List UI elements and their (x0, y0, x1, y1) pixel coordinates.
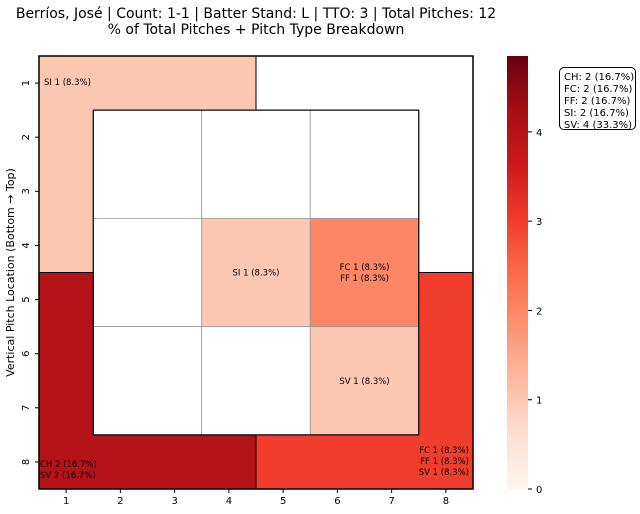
strike-zone-cell (201, 217, 311, 328)
cell-label: FF 1 (8.3%) (340, 274, 389, 284)
zone-label: FC 1 (8.3%) (419, 446, 469, 456)
strike-zone-cell (201, 109, 311, 219)
colorbar-tick-label: 4 (536, 128, 542, 139)
strike-zone-cell (92, 109, 203, 219)
x-tick-label: 3 (171, 496, 177, 507)
zone-label: FF 1 (8.3%) (420, 457, 469, 467)
colorbar-tick-label: 3 (536, 217, 542, 228)
y-axis-label: Vertical Pitch Location (Bottom → Top) (4, 168, 17, 377)
chart-title-line-2: % of Total Pitches + Pitch Type Breakdow… (107, 22, 405, 38)
colorbar: 0 1 2 3 4 (507, 56, 542, 496)
zone-label: SI 1 (8.3%) (44, 78, 91, 88)
strike-zone-cell (92, 326, 203, 436)
x-tick-label: 4 (226, 496, 232, 507)
plot-frame (38, 55, 474, 490)
y-tick-label: 3 (21, 188, 32, 194)
x-tick-label: 1 (63, 496, 69, 507)
x-tick-label: 6 (334, 496, 340, 507)
zone-label: SV 2 (16.7%) (40, 471, 96, 481)
zone-label: CH 2 (16.7%) (40, 460, 97, 470)
x-tick-label: 7 (388, 496, 394, 507)
y-tick-label: 7 (21, 405, 32, 411)
zone-label: SV 1 (8.3%) (419, 468, 469, 478)
cell-label: SV 1 (8.3%) (339, 377, 389, 387)
colorbar-tick-label: 1 (536, 396, 542, 407)
colorbar-tick-label: 2 (536, 306, 542, 317)
cell-label: SI 1 (8.3%) (233, 269, 280, 279)
chart-title-line-1: Berríos, José | Count: 1-1 | Batter Stan… (15, 6, 497, 22)
legend-entry: CH: 2 (16.7%) (564, 72, 635, 83)
y-tick-label: 6 (21, 351, 32, 357)
pitch-type-legend: CH: 2 (16.7%) FC: 2 (16.7%) FF: 2 (16.7%… (559, 67, 636, 131)
legend-entry: SI: 2 (16.7%) (564, 108, 629, 119)
x-tick-label: 5 (280, 496, 286, 507)
strike-zone-border (92, 109, 420, 436)
strike-zone-cell (309, 326, 420, 436)
axes: 1 2 3 4 5 6 7 8 1 2 3 4 5 6 7 8 Vertical Pitch Location … (4, 55, 474, 507)
strike-zone-cell (201, 326, 311, 436)
legend-entry: FF: 2 (16.7%) (564, 96, 631, 107)
legend-entry: FC: 2 (16.7%) (564, 84, 633, 95)
strike-zone-cell (92, 217, 203, 328)
strike-zone-cells: SI 1 (8.3%) FC 1 (8.3%)FF 1 (8.3%) SV 1 (8… (92, 109, 420, 436)
y-tick-label: 5 (21, 296, 32, 302)
cell-label: FC 1 (8.3%) (340, 263, 390, 273)
y-tick-label: 4 (21, 242, 32, 248)
y-tick-label: 2 (21, 134, 32, 140)
colorbar-gradient (507, 56, 528, 489)
legend-entry: SV: 4 (33.3%) (564, 120, 633, 131)
strike-zone-cell (309, 109, 420, 219)
colorbar-tick-label: 0 (536, 485, 542, 496)
y-tick-label: 1 (21, 80, 32, 86)
y-tick-label: 8 (21, 459, 32, 465)
x-tick-label: 8 (443, 496, 449, 507)
x-tick-label: 2 (117, 496, 123, 507)
